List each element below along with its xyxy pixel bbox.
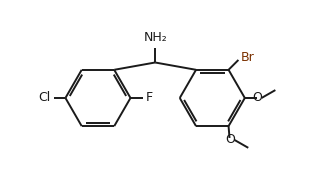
Text: O: O xyxy=(226,133,236,146)
Text: NH₂: NH₂ xyxy=(143,31,167,44)
Text: F: F xyxy=(145,91,153,104)
Text: O: O xyxy=(253,91,262,104)
Text: Br: Br xyxy=(240,51,254,65)
Text: Cl: Cl xyxy=(38,91,51,104)
